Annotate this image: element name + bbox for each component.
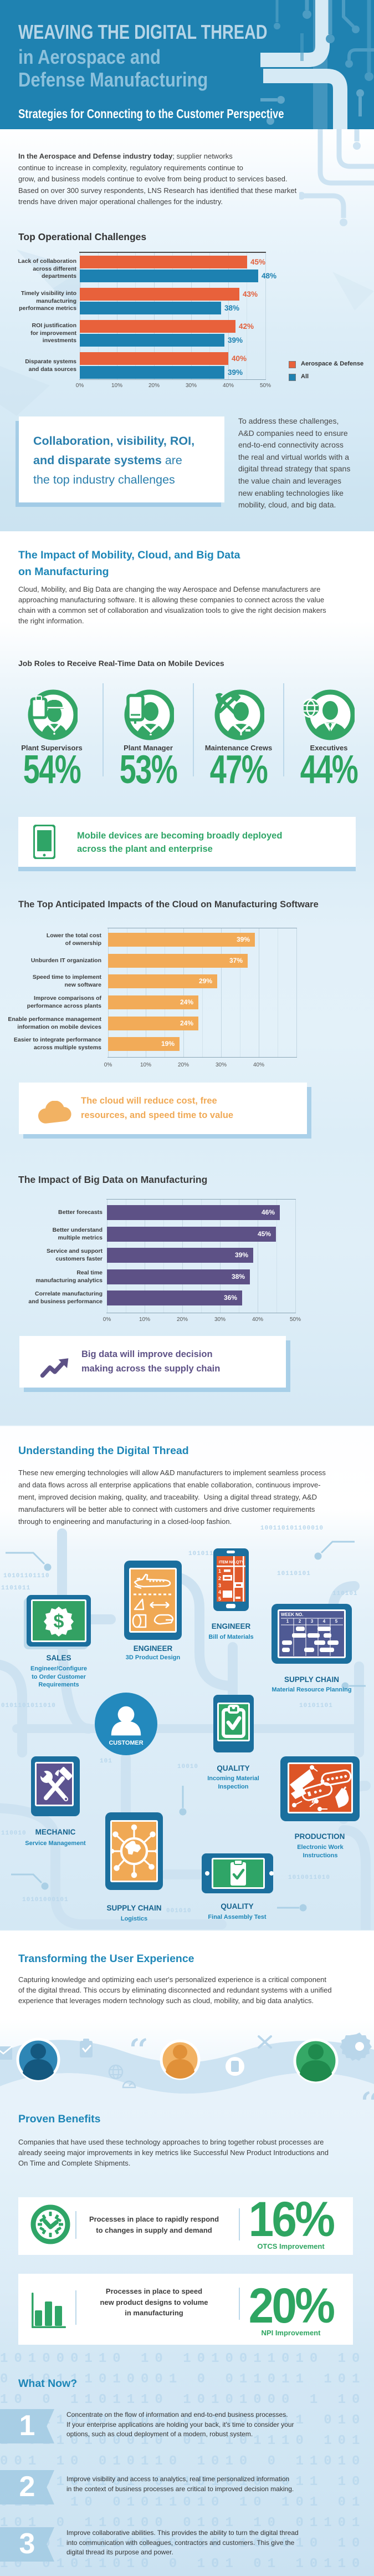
svg-text:3: 3 (311, 1619, 314, 1624)
svg-text:5: 5 (218, 1596, 221, 1602)
svg-text:4: 4 (323, 1619, 326, 1624)
svg-text:2: 2 (299, 1619, 301, 1624)
svg-text:$: $ (54, 1611, 64, 1632)
svg-text:ITEM NO.: ITEM NO. (219, 1561, 236, 1564)
svg-text:1: 1 (286, 1619, 289, 1624)
svg-text:CUSTOMER: CUSTOMER (109, 1740, 143, 1746)
svg-text:1: 1 (218, 1568, 221, 1574)
svg-text:WEEK NO.: WEEK NO. (281, 1612, 303, 1617)
svg-text:2: 2 (218, 1576, 221, 1581)
svg-text:QTY: QTY (236, 1561, 244, 1564)
svg-text:4: 4 (218, 1589, 221, 1595)
svg-text:3: 3 (218, 1583, 221, 1588)
svg-text:5: 5 (335, 1619, 338, 1624)
